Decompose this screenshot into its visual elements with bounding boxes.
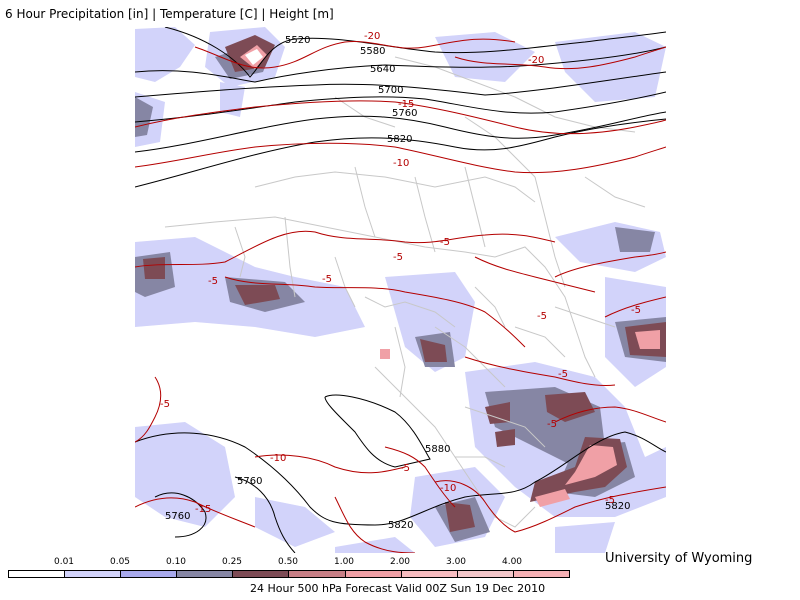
temperature-label: -5	[440, 237, 450, 248]
map-canvas: 5520 5580 5640 5700 5760 5820 5880 5760 …	[135, 27, 666, 553]
temperature-label: -5	[160, 399, 170, 410]
legend-label: 0.05	[109, 557, 131, 567]
temperature-label: -5	[537, 311, 547, 322]
country-borders	[164, 56, 646, 528]
color-scale-swatch	[9, 571, 66, 577]
height-label: 5820	[387, 134, 412, 145]
temperature-label: -20	[364, 31, 380, 42]
temperature-contours	[135, 38, 666, 553]
height-label: 5820	[388, 520, 413, 531]
height-label: 5580	[360, 46, 385, 57]
legend-label: 2.00	[389, 557, 411, 567]
temperature-label: -5	[322, 274, 332, 285]
temperature-label: -5	[393, 252, 403, 263]
height-label: 5640	[370, 64, 395, 75]
color-scale-swatch	[345, 571, 402, 577]
height-label: 5820	[605, 501, 630, 512]
legend-labels: 0.01 0.05 0.10 0.25 0.50 1.00 2.00 3.00 …	[0, 557, 800, 569]
temperature-label: -20	[528, 55, 544, 66]
legend-label: 4.00	[501, 557, 523, 567]
chart-title: 6 Hour Precipitation [in] | Temperature …	[5, 7, 334, 21]
temperature-label: -15	[195, 504, 211, 515]
height-label: 5880	[425, 444, 450, 455]
color-scale-swatch	[65, 571, 122, 577]
color-scale-bar	[8, 570, 570, 578]
temperature-label: -5	[631, 305, 641, 316]
height-label: 5760	[392, 108, 417, 119]
legend-label: 0.25	[221, 557, 243, 567]
credit-text: University of Wyoming	[605, 551, 753, 566]
height-label: 5520	[285, 35, 310, 46]
temperature-label: -10	[440, 483, 456, 494]
color-scale-swatch	[513, 571, 569, 577]
temperature-label: -10	[270, 453, 286, 464]
color-scale-swatch	[121, 571, 178, 577]
precipitation-shading	[135, 27, 666, 553]
color-scale-swatch	[401, 571, 458, 577]
temperature-label: -5	[558, 369, 568, 380]
temperature-label: -10	[393, 158, 409, 169]
height-label: 5760	[237, 476, 262, 487]
temperature-label: -5	[400, 463, 410, 474]
temperature-label: -5	[605, 495, 615, 506]
color-scale-swatch	[177, 571, 234, 577]
legend-label: 0.50	[277, 557, 299, 567]
forecast-caption: 24 Hour 500 hPa Forecast Valid 00Z Sun 1…	[250, 582, 546, 595]
legend-label: 3.00	[445, 557, 467, 567]
color-scale-swatch	[289, 571, 346, 577]
temperature-label: -15	[398, 99, 414, 110]
legend-label: 0.01	[53, 557, 75, 567]
height-label: 5700	[378, 85, 403, 96]
precipitation-map: 5520 5580 5640 5700 5760 5820 5880 5760 …	[135, 27, 666, 553]
temperature-label: -5	[547, 419, 557, 430]
legend-label: 0.10	[165, 557, 187, 567]
color-scale-swatch	[457, 571, 514, 577]
color-scale-swatch	[233, 571, 290, 577]
temperature-label: -5	[208, 276, 218, 287]
height-label: 5760	[165, 511, 190, 522]
legend-label: 1.00	[333, 557, 355, 567]
